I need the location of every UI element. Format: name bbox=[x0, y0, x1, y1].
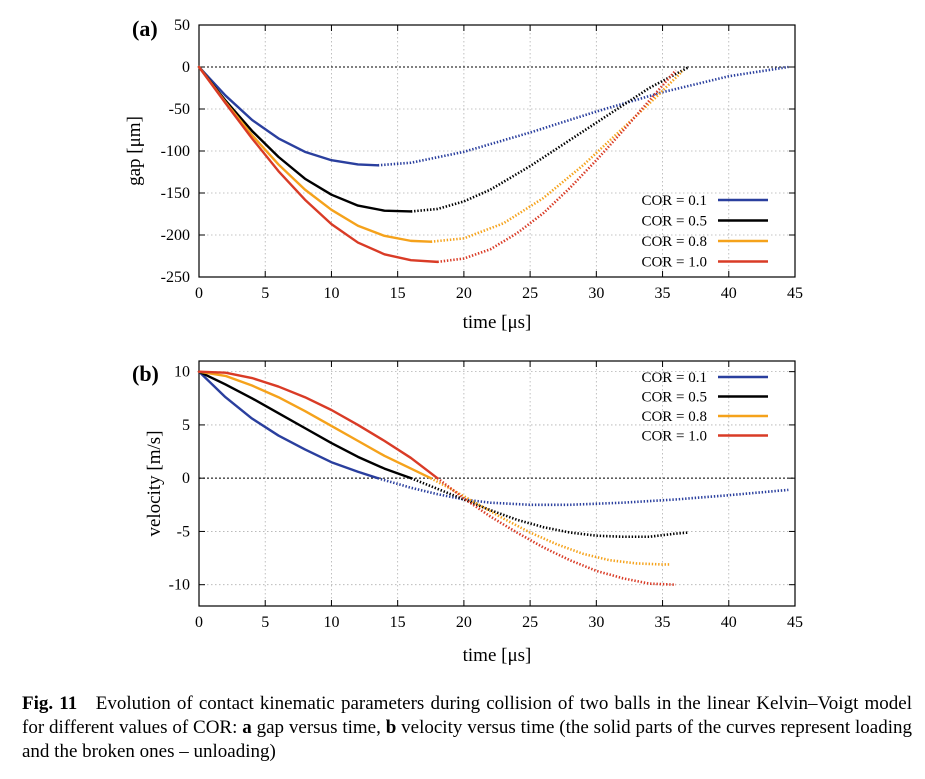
panel-label: (b) bbox=[132, 361, 159, 386]
y-tick-label: -150 bbox=[161, 185, 190, 202]
series-unloading-line bbox=[430, 477, 670, 566]
figure-caption: Fig. 11 Evolution of contact kinematic p… bbox=[22, 692, 912, 764]
caption-segment: a bbox=[242, 717, 252, 738]
caption-segment: Evolution of contact kinematic parameter… bbox=[22, 693, 913, 738]
caption-text: Evolution of contact kinematic parameter… bbox=[22, 693, 912, 762]
y-tick-label: 0 bbox=[182, 470, 190, 487]
y-axis-label: gap [μm] bbox=[124, 116, 145, 186]
y-axis-label: velocity [m/s] bbox=[144, 430, 165, 536]
series-loading-line bbox=[197, 370, 413, 480]
y-tick-label: 5 bbox=[182, 417, 190, 434]
legend-label: COR = 0.1 bbox=[641, 370, 707, 386]
y-tick-label: -200 bbox=[161, 227, 190, 244]
legend-label: COR = 1.0 bbox=[641, 255, 707, 271]
series-3 bbox=[197, 370, 676, 586]
series-0 bbox=[197, 65, 789, 167]
x-axis-label: time [μs] bbox=[463, 312, 532, 333]
series-loading-line bbox=[197, 370, 379, 480]
series-loading-line bbox=[197, 65, 439, 264]
series-unloading-line bbox=[436, 477, 676, 586]
legend-label: COR = 0.1 bbox=[641, 193, 707, 209]
y-tick-label: -10 bbox=[169, 577, 190, 594]
x-tick-label: 35 bbox=[655, 614, 671, 631]
x-tick-label: 20 bbox=[456, 285, 472, 302]
series-3 bbox=[197, 65, 677, 264]
series-1 bbox=[197, 370, 690, 539]
series-unloading-line bbox=[430, 70, 684, 244]
series-unloading-line bbox=[410, 476, 690, 539]
series-unloading-line bbox=[437, 69, 677, 264]
x-tick-label: 5 bbox=[261, 614, 269, 631]
figure: 0 5 10 15 20 25 30 35 40 45500-50-100-150-200-250… bbox=[124, 16, 803, 666]
x-tick-label: 25 bbox=[522, 285, 538, 302]
chart-panel: 0 5 10 15 20 25 30 35 40 45 10 5 0 -5 -10 time [μs] velo… bbox=[132, 360, 803, 666]
x-tick-label: 30 bbox=[588, 614, 604, 631]
caption-segment: gap versus time, bbox=[251, 717, 386, 738]
y-tick-label: 10 bbox=[174, 364, 190, 381]
x-tick-label: 35 bbox=[655, 285, 671, 302]
series-unloading-line bbox=[377, 476, 789, 507]
series-0 bbox=[197, 370, 789, 507]
figure-number: Fig. 11 bbox=[22, 693, 78, 714]
caption-segment: velocity versus time (the solid parts of… bbox=[22, 717, 912, 762]
x-tick-label: 15 bbox=[390, 285, 406, 302]
series-2 bbox=[197, 65, 684, 244]
x-tick-label: 0 bbox=[195, 614, 203, 631]
x-tick-label: 25 bbox=[522, 614, 538, 631]
series-loading-line bbox=[197, 65, 379, 167]
series-loading-line bbox=[197, 65, 432, 243]
legend-label: COR = 1.0 bbox=[641, 429, 707, 445]
caption-segment: b bbox=[385, 717, 397, 738]
plot-frame bbox=[198, 360, 796, 607]
legend-label: COR = 0.8 bbox=[641, 409, 707, 425]
x-tick-label: 40 bbox=[721, 285, 737, 302]
x-tick-label: 30 bbox=[588, 285, 604, 302]
y-tick-label: -250 bbox=[161, 269, 190, 286]
chart-panel: 0 5 10 15 20 25 30 35 40 45 50 0 -50 -100 -150 -200 -250… bbox=[124, 16, 803, 333]
y-tick-label: 50 bbox=[174, 17, 190, 34]
x-tick-label: 45 bbox=[787, 285, 803, 302]
x-tick-label: 15 bbox=[390, 614, 406, 631]
series-unloading-line bbox=[377, 65, 789, 167]
series-loading-line bbox=[197, 65, 413, 213]
series-loading-line bbox=[197, 370, 432, 480]
x-tick-label: 5 bbox=[261, 285, 269, 302]
legend-label: COR = 0.5 bbox=[641, 214, 707, 230]
series-unloading-line bbox=[410, 65, 690, 213]
x-tick-label: 10 bbox=[323, 614, 339, 631]
x-tick-label: 40 bbox=[721, 614, 737, 631]
x-axis-label: time [μs] bbox=[463, 645, 532, 666]
series-2 bbox=[197, 370, 670, 566]
y-tick-label: -5 bbox=[177, 523, 190, 540]
x-tick-label: 45 bbox=[787, 614, 803, 631]
x-tick-label: 20 bbox=[456, 614, 472, 631]
y-tick-label: 0 bbox=[182, 59, 190, 76]
y-tick-label: -50 bbox=[169, 101, 190, 118]
series-1 bbox=[197, 65, 690, 213]
x-tick-label: 10 bbox=[323, 285, 339, 302]
y-tick-label: -100 bbox=[161, 143, 190, 160]
legend-label: COR = 0.8 bbox=[641, 234, 707, 250]
x-tick-label: 0 bbox=[195, 285, 203, 302]
series-loading-line bbox=[197, 370, 439, 480]
panel-label: (a) bbox=[132, 16, 158, 41]
legend-label: COR = 0.5 bbox=[641, 390, 707, 406]
